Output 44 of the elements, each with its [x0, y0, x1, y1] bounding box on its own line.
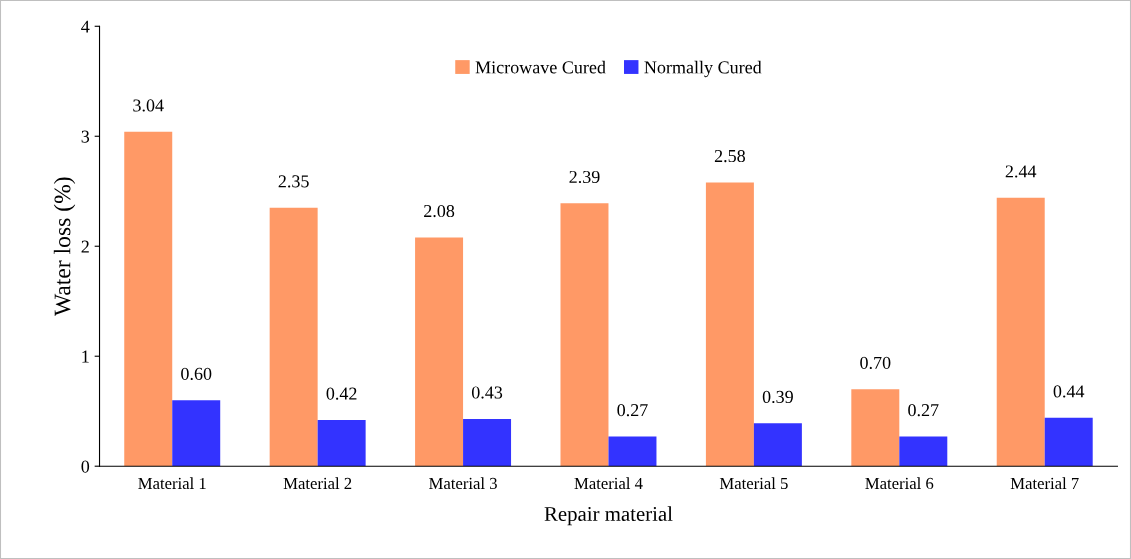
data-label: 2.58 — [714, 149, 746, 163]
x-tick-label: Material 6 — [865, 477, 934, 490]
data-label: 0.27 — [617, 403, 648, 417]
bar — [1044, 417, 1093, 467]
data-label: 0.43 — [471, 386, 503, 399]
x-axis-title: Repair material — [544, 506, 673, 526]
bar — [608, 436, 657, 467]
y-tick-label: 4 — [81, 20, 90, 33]
bar — [415, 237, 464, 467]
data-label: 0.70 — [860, 356, 891, 369]
data-label: 0.60 — [181, 367, 212, 380]
bar — [851, 389, 900, 467]
bar — [317, 420, 366, 467]
bar — [463, 418, 512, 467]
bar — [996, 197, 1045, 467]
data-label: 0.44 — [1053, 385, 1085, 398]
legend-label: Normally Cured — [644, 60, 762, 78]
x-tick-label: Material 3 — [429, 477, 497, 490]
x-tick-label: Material 2 — [283, 477, 352, 490]
bar — [172, 400, 221, 467]
bar — [899, 436, 948, 467]
x-tick-label: Material 4 — [574, 477, 643, 490]
data-label: 3.04 — [133, 99, 164, 112]
y-tick-label: 1 — [82, 350, 89, 363]
data-label: 0.39 — [762, 390, 793, 404]
x-tick-label: Material 5 — [719, 477, 788, 490]
y-tick-label: 2 — [81, 240, 89, 253]
y-tick-label: 3 — [81, 130, 90, 143]
bar — [560, 203, 609, 467]
data-label: 2.39 — [569, 170, 600, 184]
data-label: 2.08 — [424, 204, 455, 218]
y-tick-label: 0 — [81, 460, 90, 473]
bar — [124, 131, 173, 467]
x-tick-label: Material 1 — [138, 477, 206, 490]
y-axis-title: Water loss (%) — [53, 177, 76, 317]
legend-label: Microwave Cured — [475, 60, 606, 74]
data-label: 2.35 — [278, 175, 309, 188]
bar — [753, 423, 802, 467]
data-label: 0.42 — [326, 387, 357, 400]
bar — [705, 182, 754, 467]
x-tick-label: Material 7 — [1010, 477, 1079, 490]
data-label: 2.44 — [1005, 165, 1037, 178]
data-label: 0.27 — [908, 403, 939, 417]
bar — [269, 207, 318, 467]
